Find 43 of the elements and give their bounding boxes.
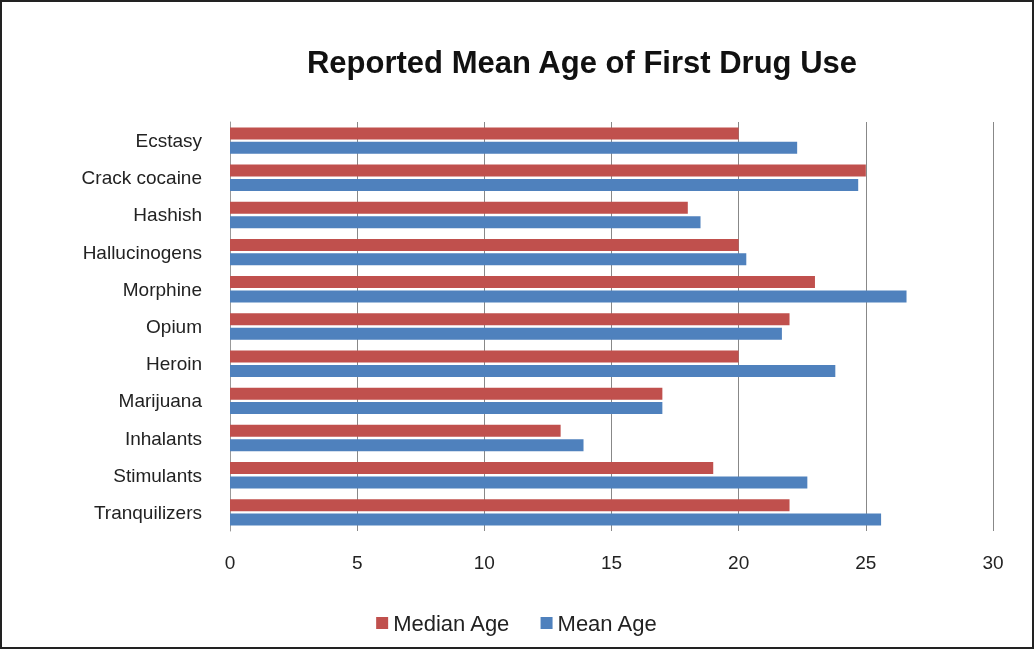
bar [230, 513, 882, 526]
y-tick-label: Hashish [133, 204, 202, 226]
bar [230, 290, 907, 303]
y-tick-label: Crack cocaine [81, 167, 202, 189]
y-tick-label: Tranquilizers [93, 501, 202, 523]
bar [230, 238, 739, 251]
bar [230, 424, 561, 437]
bar [230, 327, 782, 340]
y-tick-label: Morphine [122, 278, 202, 300]
x-tick-label: 30 [982, 552, 1004, 573]
bar [230, 364, 836, 377]
bar [230, 141, 798, 154]
bar [230, 402, 663, 415]
x-tick-label: 0 [224, 552, 236, 573]
bar [230, 127, 739, 140]
bar [230, 216, 701, 229]
y-tick-label: Ecstasy [135, 130, 203, 152]
bar [230, 313, 790, 326]
legend-label: Median Age [393, 610, 510, 636]
x-tick-label: 5 [351, 552, 363, 573]
bar [230, 164, 866, 177]
bar [230, 476, 808, 489]
y-tick-label: Opium [146, 316, 202, 337]
legend-label: Mean Age [557, 610, 657, 636]
bar [230, 439, 584, 452]
y-tick-label: Inhalants [124, 427, 202, 449]
bar [230, 499, 790, 512]
bar [230, 276, 815, 289]
bar [230, 253, 747, 266]
x-tick-label: 20 [728, 552, 750, 573]
bar [230, 462, 714, 475]
y-tick-label: Hallucinogens [82, 241, 202, 263]
y-tick-label: Marijuana [118, 390, 203, 412]
x-tick-label: 15 [600, 552, 623, 573]
bar [230, 201, 688, 214]
chart-title: Reported Mean Age of First Drug Use [306, 45, 858, 80]
y-tick-label: Heroin [146, 353, 202, 375]
bar [230, 387, 663, 400]
x-tick-label: 10 [473, 552, 495, 573]
bar [230, 178, 859, 191]
x-tick-label: 25 [855, 552, 877, 573]
bar [230, 350, 739, 363]
y-tick-label: Stimulants [113, 464, 202, 486]
